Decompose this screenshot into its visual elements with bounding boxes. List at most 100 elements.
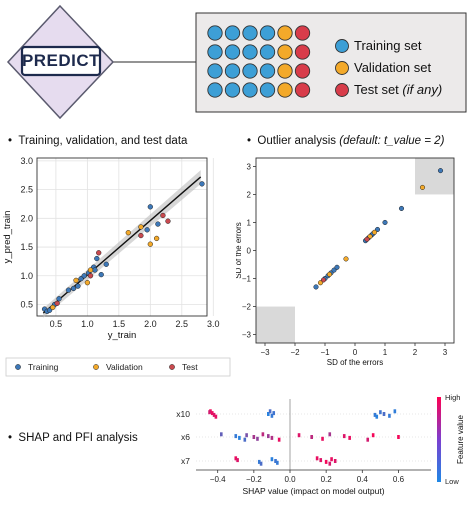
x-tick-label: 0.5 [50,319,63,329]
predict-label: PREDICT [21,51,101,70]
data-point-test [160,212,166,219]
x-tick-label: −2 [290,348,300,357]
shap-point-x6 [238,435,241,440]
shap-point-x6 [342,434,346,439]
x-tick-label: 2.0 [144,319,157,329]
legend-marker-test [169,364,175,370]
train-section-title: • Training, validation, and test data [8,135,188,147]
shap-point-x7 [259,461,263,466]
x-axis-label: SD of the errors [327,358,383,367]
y-tick-label: 0.5 [20,300,33,310]
data-point-training [103,261,109,267]
data-point-training [382,219,388,226]
data-point-training [70,285,77,292]
shap-point-x6 [277,437,281,442]
dataset-dot [294,82,311,98]
shap-point-x7 [274,459,277,463]
data-point-test [320,277,327,283]
dataset-dot [242,25,258,41]
shap-point-x6 [348,435,351,440]
shap-point-x6 [220,432,223,437]
fit-confidence-band [43,170,201,318]
dataset-dot [242,63,258,79]
feature-label-x7: x7 [181,456,190,466]
shap-point-x6 [252,435,256,439]
y-tick-label: −3 [242,331,252,340]
shap-point-x7 [234,456,238,461]
shap-point-x10 [393,409,397,414]
shap-section-title: • SHAP and PFI analysis [8,432,138,444]
shap-point-x7 [324,459,328,464]
shap-point-x6 [270,435,274,440]
predict-box[interactable] [20,45,102,77]
x-tick-label: 2 [413,348,418,357]
x-tick-label: 0 [353,348,358,357]
data-point-validation [84,280,91,286]
legend-validation-label: Validation set [354,60,432,75]
y-axis-label: y_pred_train [2,211,13,264]
dataset-dot [207,82,223,98]
data-point-training [437,168,444,174]
data-point-validation [73,277,79,284]
colorbar-low-label: Low [445,477,459,486]
shap-point-x6 [397,435,400,439]
shap-point-x6 [267,434,270,439]
legend-label-validation: Validation [106,362,143,372]
dataset-dot [224,25,241,41]
data-point-training [92,267,98,273]
dataset-dot [242,82,258,98]
y-tick-label: 2 [247,190,252,199]
x-tick-label: 0.2 [321,475,333,484]
data-point-training [75,283,81,289]
y-tick-label: 3.0 [20,156,33,166]
y-axis-label: SD of the errors [236,222,243,278]
dataset-dot [294,44,311,60]
shap-point-x10 [388,413,391,418]
data-point-validation [147,241,153,247]
data-point-training [144,227,150,233]
data-point-training [398,205,405,212]
shap-point-x6 [234,434,238,439]
shap-point-x10 [375,414,379,419]
x-tick-label: 0.0 [284,475,296,484]
legend-label-test: Test [182,362,198,372]
dataset-panel [195,12,467,113]
shap-point-x7 [270,457,274,462]
shap-point-x6 [371,433,375,438]
shap-point-x10 [270,413,274,418]
dataset-dot [224,82,241,98]
dataset-dot [294,25,311,41]
dataset-dot [259,82,276,98]
shap-point-x6 [261,432,265,437]
data-point-training [199,181,205,187]
data-point-validation [343,256,349,262]
x-axis-label: SHAP value (impact on model output) [242,486,384,496]
x-tick-label: −1 [320,348,330,357]
dataset-dot [259,25,276,41]
data-point-validation [371,229,378,235]
shap-point-x10 [272,411,276,416]
x-tick-label: 1.5 [113,319,126,329]
outlier-scatter-chart: −3 −2 −1 0 1 2 3 −3 −2 −1 0 1 2 3 SD of the errors SD o… [236,157,455,367]
shap-point-x10 [267,412,270,416]
plot-frame [36,157,208,317]
shap-point-x6 [310,435,313,439]
shap-point-x10 [379,410,382,415]
data-point-validation [153,235,160,242]
x-tick-label: 0.4 [357,475,369,484]
legend-dot-validation [335,61,349,75]
dataset-dot [259,63,276,79]
legend-test-label: Test set (if any) [354,82,443,97]
data-point-training [81,273,87,279]
shap-point-x6 [366,437,370,442]
legend-marker-training [15,364,21,370]
feature-value-colorbar [437,397,441,482]
outlier-section-title: • Outlier analysis (default: t_value = 2… [247,135,445,147]
data-point-training [334,264,340,270]
colorbar-title: Feature value [456,414,465,463]
data-point-training [147,204,153,210]
shap-point-x7 [333,459,337,463]
x-tick-label: 3 [443,348,448,357]
shap-point-x7 [328,461,332,466]
data-point-training [65,287,72,293]
